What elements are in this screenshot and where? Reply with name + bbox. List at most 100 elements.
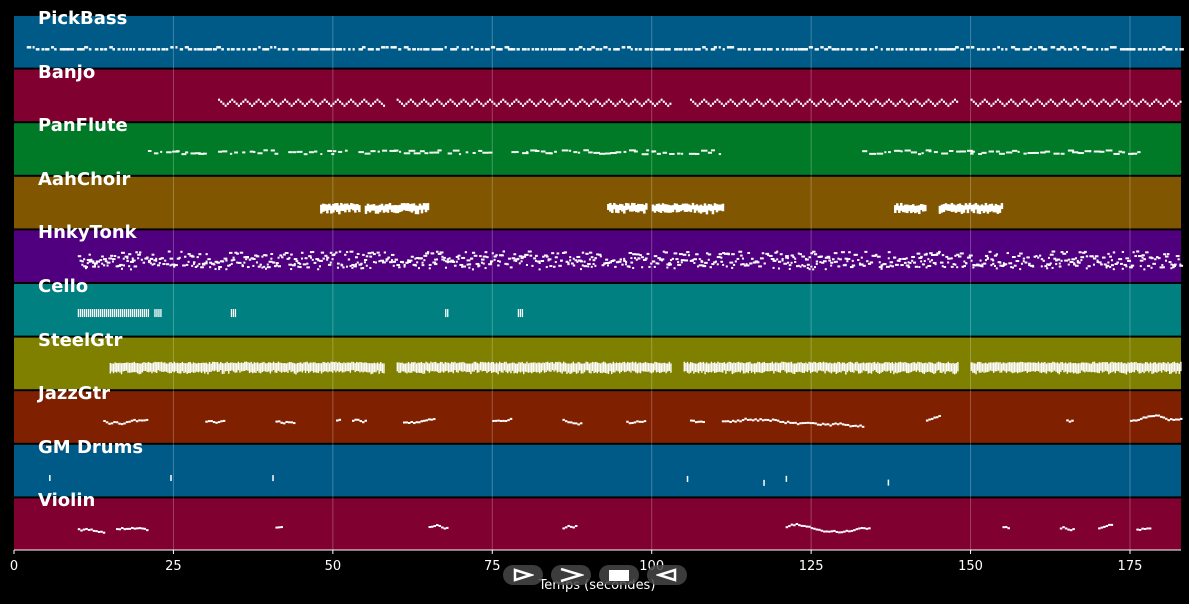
note: [356, 261, 359, 264]
note: [535, 363, 538, 373]
note: [128, 253, 132, 256]
note: [119, 309, 122, 318]
note: [441, 255, 444, 258]
note: [920, 104, 923, 107]
note: [92, 529, 96, 532]
note: [764, 102, 767, 105]
note: [824, 268, 827, 271]
note: [583, 265, 588, 268]
note: [651, 204, 655, 212]
note: [107, 309, 110, 318]
note: [992, 259, 995, 262]
note: [920, 48, 925, 51]
note: [894, 362, 897, 373]
note: [103, 419, 106, 422]
rewind-button[interactable]: [503, 565, 543, 585]
note: [1080, 362, 1083, 371]
note: [955, 363, 957, 374]
note: [1113, 100, 1116, 103]
note: [138, 251, 142, 254]
note: [1152, 48, 1156, 51]
note: [222, 102, 225, 105]
note: [599, 363, 602, 374]
note: [827, 46, 832, 49]
note: [83, 265, 87, 268]
note: [507, 363, 509, 374]
note: [843, 362, 845, 372]
note: [659, 204, 663, 213]
note: [627, 46, 632, 49]
note: [248, 362, 251, 374]
note: [290, 104, 293, 107]
note: [569, 259, 572, 262]
note: [529, 254, 533, 257]
note: [311, 250, 315, 253]
note: [515, 363, 517, 373]
note: [1067, 528, 1070, 531]
note: [320, 204, 323, 214]
note: [916, 100, 919, 103]
note: [889, 264, 892, 267]
note: [918, 256, 923, 259]
note: [638, 362, 640, 373]
note: [957, 255, 962, 258]
note: [1002, 264, 1006, 267]
note: [710, 48, 716, 51]
note: [576, 255, 581, 258]
note: [347, 258, 351, 261]
note: [172, 363, 174, 372]
track-label: PickBass: [38, 8, 128, 29]
note: [638, 420, 642, 423]
note: [1107, 261, 1110, 264]
note: [403, 104, 406, 107]
note: [551, 362, 554, 371]
note: [1077, 152, 1084, 155]
note: [88, 260, 91, 263]
note: [800, 524, 804, 527]
note: [840, 531, 844, 534]
note: [609, 202, 612, 212]
note: [114, 362, 116, 372]
note: [786, 420, 790, 423]
note: [272, 361, 275, 371]
note: [975, 363, 977, 375]
note: [410, 203, 414, 213]
note: [610, 152, 617, 155]
note: [282, 48, 287, 51]
note: [1164, 362, 1166, 372]
note: [389, 261, 393, 264]
note: [141, 48, 145, 51]
note: [522, 104, 525, 107]
note: [1011, 256, 1016, 259]
note: [753, 100, 756, 103]
note: [995, 267, 998, 270]
note: [801, 48, 806, 51]
note: [709, 363, 711, 373]
note: [304, 257, 308, 260]
note: [920, 362, 922, 373]
note: [991, 362, 993, 372]
note: [925, 100, 928, 103]
note: [850, 529, 854, 532]
note: [831, 423, 835, 426]
play-button[interactable]: [551, 565, 591, 585]
note: [642, 258, 647, 261]
note: [522, 255, 527, 258]
note: [797, 48, 803, 51]
note: [793, 48, 798, 51]
note: [133, 361, 136, 373]
back-button[interactable]: [647, 565, 687, 585]
note: [1023, 152, 1027, 155]
note: [351, 419, 355, 422]
note: [428, 263, 432, 266]
note: [631, 361, 634, 371]
note: [1112, 268, 1115, 271]
note: [572, 422, 575, 425]
note: [593, 151, 601, 154]
note: [617, 260, 622, 263]
note: [441, 258, 444, 261]
note: [1050, 362, 1052, 373]
note: [681, 203, 685, 211]
stop-button[interactable]: [599, 565, 639, 585]
note: [982, 205, 986, 214]
